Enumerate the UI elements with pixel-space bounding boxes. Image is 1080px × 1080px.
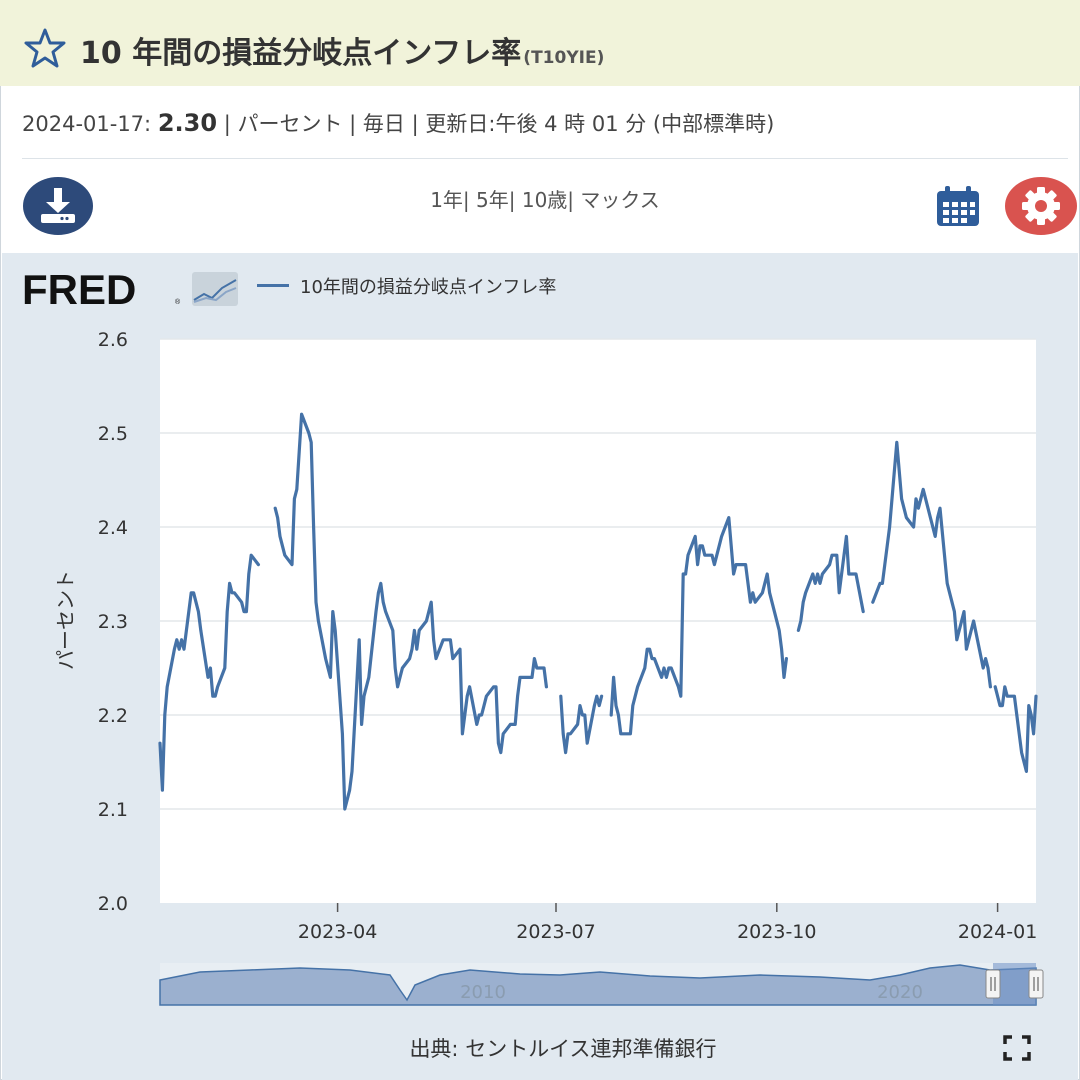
x-tick-label: 2023-10 (737, 921, 816, 943)
navigator-series (159, 964, 1037, 1006)
source-credit: 出典: セントルイス連邦準備銀行 (409, 1037, 717, 1061)
series-line (158, 553, 260, 792)
divider (22, 158, 1068, 159)
series-line (273, 412, 549, 811)
series-line (993, 685, 1038, 774)
series-line (559, 694, 604, 755)
y-tick-label: 2.4 (98, 517, 128, 539)
series-line (609, 515, 789, 736)
fullscreen-icon[interactable] (1002, 1034, 1032, 1062)
observation-date: 2024-01-17: (22, 112, 152, 136)
svg-text:FRED: FRED (22, 268, 136, 312)
title-bar: 10 年間の損益分岐点インフレ率 (T10YIE) (0, 0, 1080, 86)
page-title: 10 年間の損益分岐点インフレ率 (T10YIE) (80, 28, 604, 72)
calendar-icon[interactable] (934, 184, 982, 228)
legend-swatch (257, 284, 289, 287)
y-tick-label: 2.6 (98, 329, 128, 351)
series-line (796, 534, 865, 633)
x-tick-label: 2024-01 (958, 921, 1037, 943)
units-label: | パーセント (223, 112, 343, 136)
fred-logo: FRED ® (22, 268, 238, 312)
navigator-label: 2020 (877, 982, 923, 1003)
range-1y[interactable]: 1年| (430, 188, 470, 212)
range-5y[interactable]: 5年| (476, 188, 516, 212)
settings-button[interactable] (1004, 176, 1078, 236)
observation-value: 2.30 (157, 109, 218, 137)
y-tick-label: 2.1 (98, 799, 128, 821)
star-outline-icon[interactable] (24, 27, 66, 69)
x-tick-label: 2023-07 (516, 921, 595, 943)
series-title: 10 年間の損益分岐点インフレ率 (80, 36, 522, 71)
y-tick-label: 2.3 (98, 611, 128, 633)
frequency-label: | 毎日 | (349, 112, 419, 136)
svg-text:®: ® (175, 298, 181, 306)
observation-meta: 2024-01-17: 2.30 | パーセント | 毎日 | 更新日:午後 4… (22, 108, 774, 138)
legend-label: 10年間の損益分岐点インフレ率 (300, 277, 557, 298)
y-tick-label: 2.2 (98, 705, 128, 727)
y-axis-label: パーセント (53, 570, 78, 670)
y-tick-label: 2.0 (98, 893, 128, 915)
gear-icon (1022, 187, 1060, 225)
series-code: (T10YIE) (523, 48, 605, 68)
navigator-handle[interactable] (985, 969, 1001, 999)
download-button[interactable] (22, 176, 94, 236)
range-10y[interactable]: 10歳| (521, 188, 575, 212)
download-icon (41, 188, 75, 223)
date-range-selector: 1年| 5年| 10歳| マックス (0, 184, 1080, 213)
range-max[interactable]: マックス (580, 188, 660, 212)
navigator-label: 2010 (460, 982, 506, 1003)
series-line (871, 440, 993, 689)
navigator-handle[interactable] (1028, 969, 1044, 999)
updated-label: 更新日:午後 4 時 01 分 (中部標準時) (425, 112, 775, 136)
x-tick-label: 2023-04 (298, 921, 377, 943)
y-tick-label: 2.5 (98, 423, 128, 445)
